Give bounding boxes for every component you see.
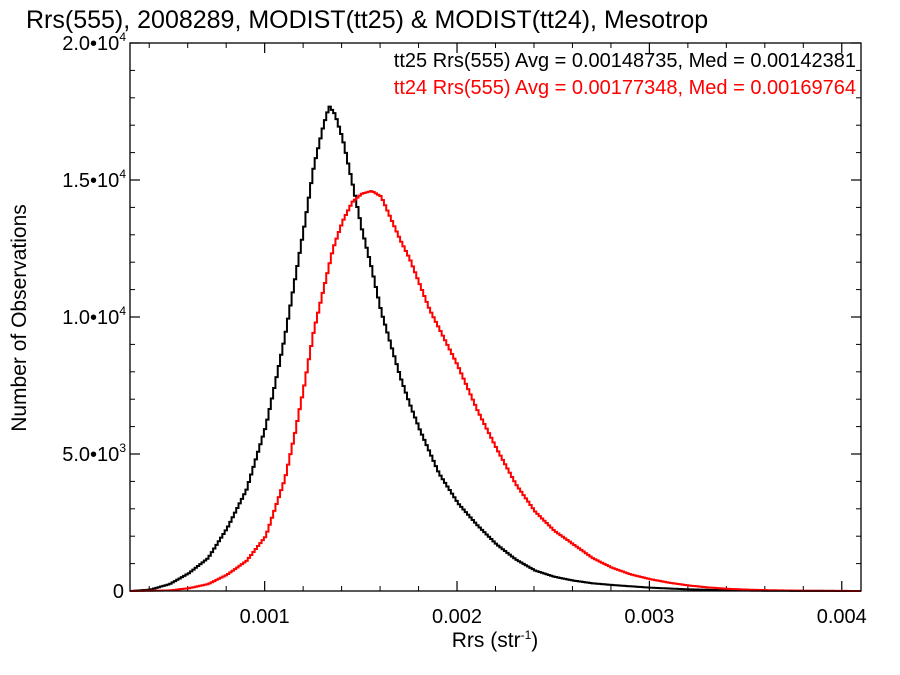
x-tick-label-3: 0.004 bbox=[817, 606, 867, 628]
y-tick-label-2: 1.0•104 bbox=[62, 304, 126, 329]
axis-ticks bbox=[130, 42, 861, 592]
y-axis-label: Number of Observations bbox=[8, 204, 31, 432]
series-line-1 bbox=[130, 190, 861, 592]
chart-title: Rrs(555), 2008289, MODIST(tt25) & MODIST… bbox=[26, 6, 709, 34]
y-tick-label-1: 5.0•103 bbox=[62, 441, 126, 466]
y-tick-label-0: 0 bbox=[113, 581, 124, 603]
x-axis-label-text: Rrs (str bbox=[451, 629, 521, 652]
tick-labels: 0.001 0.002 0.003 0.004 0 5.0•103 1.0•104 1.5•1… bbox=[62, 30, 867, 628]
y-tick-label-4: 2.0•104 bbox=[62, 30, 126, 55]
legend-entry-tt25: tt25 Rrs(555) Avg = 0.00148735, Med = 0.… bbox=[393, 50, 856, 72]
x-axis-label: Rrs (str-1) bbox=[452, 628, 539, 653]
legend-entry-tt24: tt24 Rrs(555) Avg = 0.00177348, Med = 0.… bbox=[393, 77, 856, 99]
x-axis-label-exponent: -1 bbox=[520, 628, 532, 642]
y-tick-label-3: 1.5•104 bbox=[62, 167, 126, 192]
series-curves bbox=[130, 105, 861, 592]
x-axis-label-tail: ) bbox=[531, 629, 539, 652]
x-tick-label-1: 0.002 bbox=[432, 606, 482, 628]
x-tick-label-2: 0.003 bbox=[624, 606, 674, 628]
x-tick-label-0: 0.001 bbox=[240, 606, 290, 628]
plot-frame bbox=[129, 42, 862, 592]
series-line-0 bbox=[130, 105, 861, 592]
